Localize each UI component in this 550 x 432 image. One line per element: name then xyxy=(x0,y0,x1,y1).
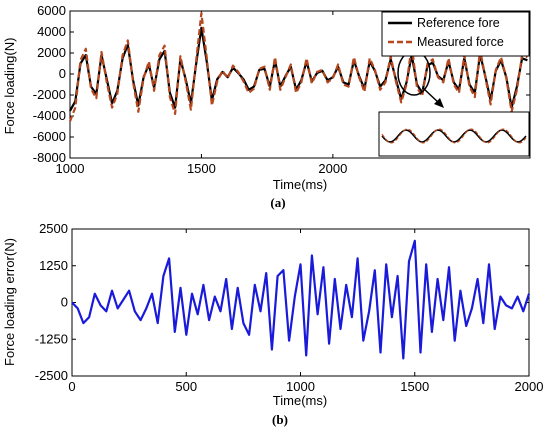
a-y-tick-label: 0 xyxy=(59,66,66,81)
panel-label-a: (a) xyxy=(270,195,285,210)
b-x-tick-label: 2000 xyxy=(515,379,544,394)
y-axis-title-a: Force loading(N) xyxy=(2,38,17,135)
x-axis-title-b: Time(ms) xyxy=(273,393,327,408)
b-y-tick-label: -1250 xyxy=(35,331,68,346)
inset-zoom xyxy=(378,111,530,157)
x-axis-title-a: Time(ms) xyxy=(273,177,327,192)
a-x-tick-label: 1500 xyxy=(187,161,216,176)
a-y-tick-label: -6000 xyxy=(33,129,66,144)
b-x-tick-label: 1000 xyxy=(286,379,315,394)
a-y-tick-label: 6000 xyxy=(37,3,66,18)
panel-b: 0 500 1000 1500 2000 2500 1250 0 -1250 -2500 Forc… xyxy=(2,221,543,427)
inset-box xyxy=(378,111,530,157)
a-series-line-1 xyxy=(68,12,528,122)
legend-label-reference: Reference fore xyxy=(417,16,500,30)
legend-a: Reference fore Measured force xyxy=(381,11,530,57)
inset-measured-line xyxy=(381,128,527,144)
legend-label-measured: Measured force xyxy=(417,35,504,49)
b-y-tick-label: 1250 xyxy=(39,258,68,273)
panel-a: 1000 1500 2000 6000 4000 2000 0 -2000 -4000 -6000… xyxy=(2,3,531,210)
plot-area-b xyxy=(71,228,530,377)
series-b xyxy=(71,239,531,360)
legend-box xyxy=(381,11,530,57)
b-series-line-0 xyxy=(71,239,531,360)
ticks-b: 0 500 1000 1500 2000 2500 1250 0 -1250 -2500 xyxy=(35,221,544,394)
b-x-tick-label: 500 xyxy=(175,379,197,394)
y-axis-title-b: Force loading error(N) xyxy=(2,238,17,366)
zoom-arrow-head xyxy=(434,98,444,108)
panel-label-b: (b) xyxy=(272,412,288,427)
a-y-tick-label: 4000 xyxy=(37,24,66,39)
a-y-tick-label: 2000 xyxy=(37,45,66,60)
ticks-a: 1000 1500 2000 6000 4000 2000 0 -2000 -4000 -6000… xyxy=(33,3,530,176)
b-y-tick-label: -2500 xyxy=(35,368,68,383)
a-y-tick-label: -8000 xyxy=(33,150,66,165)
b-y-tick-label: 0 xyxy=(61,295,68,310)
series-a xyxy=(68,12,528,122)
b-y-tick-label: 2500 xyxy=(39,221,68,236)
a-x-tick-label: 2000 xyxy=(318,161,347,176)
b-x-tick-label: 0 xyxy=(68,379,75,394)
b-x-tick-label: 1500 xyxy=(400,379,429,394)
a-x-tick-label: 1000 xyxy=(56,161,85,176)
a-y-tick-label: -4000 xyxy=(33,108,66,123)
a-y-tick-label: -2000 xyxy=(33,87,66,102)
